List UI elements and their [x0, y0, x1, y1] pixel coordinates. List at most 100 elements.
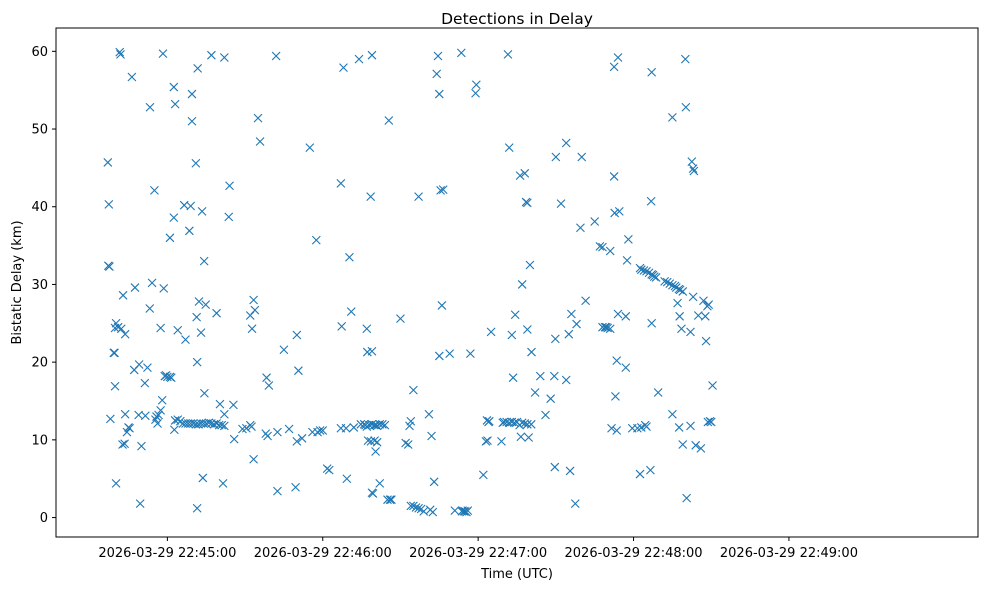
- data-point: [120, 439, 130, 449]
- data-point: [207, 50, 216, 60]
- data-point: [217, 420, 227, 430]
- data-point: [247, 422, 256, 432]
- data-point: [169, 425, 179, 435]
- data-point: [678, 287, 688, 296]
- data-point: [140, 411, 150, 421]
- data-point: [380, 420, 390, 430]
- data-point: [140, 378, 150, 388]
- y-tick-label: 60: [31, 45, 48, 60]
- data-point: [483, 436, 492, 446]
- data-point: [639, 266, 649, 275]
- data-point: [103, 158, 113, 167]
- x-tick-label: 2026-03-29 22:47:00: [409, 546, 547, 561]
- data-point: [197, 207, 207, 216]
- data-point: [647, 67, 657, 77]
- data-point: [414, 192, 423, 202]
- data-point: [484, 416, 494, 426]
- data-point: [345, 252, 354, 262]
- data-point: [116, 50, 125, 59]
- data-point: [700, 311, 710, 321]
- data-point: [158, 49, 168, 59]
- data-point: [570, 499, 580, 508]
- data-point: [682, 493, 692, 503]
- data-point: [363, 436, 373, 446]
- data-point: [609, 172, 619, 181]
- data-point: [432, 69, 442, 79]
- data-point: [297, 433, 307, 443]
- data-point: [324, 465, 334, 475]
- data-point: [611, 391, 620, 401]
- data-point: [621, 311, 631, 321]
- data-point: [150, 186, 159, 195]
- data-point: [173, 325, 183, 335]
- data-point: [215, 399, 225, 409]
- data-point: [184, 226, 194, 236]
- data-point: [687, 157, 697, 167]
- data-point: [613, 309, 623, 319]
- data-point: [156, 323, 166, 333]
- data-point: [450, 506, 460, 515]
- data-point: [445, 349, 455, 358]
- data-point: [704, 300, 714, 310]
- data-point: [229, 434, 239, 444]
- data-point: [507, 330, 517, 340]
- data-point: [291, 482, 300, 492]
- y-axis-title: Bistatic Delay (km): [10, 220, 25, 344]
- data-point: [196, 328, 206, 338]
- data-point: [680, 54, 690, 64]
- data-point: [503, 50, 513, 59]
- data-point: [120, 409, 130, 419]
- data-point: [675, 285, 685, 295]
- data-point: [339, 63, 348, 73]
- data-point: [122, 427, 132, 437]
- chart-title: Detections in Delay: [441, 10, 593, 28]
- data-point: [250, 305, 260, 315]
- data-point: [677, 324, 686, 334]
- data-point: [337, 322, 347, 331]
- data-point: [688, 164, 698, 174]
- data-point: [111, 478, 121, 488]
- data-point: [198, 473, 208, 483]
- data-point: [522, 198, 532, 208]
- data-point: [623, 234, 633, 244]
- data-point: [675, 311, 685, 321]
- data-point: [370, 436, 379, 446]
- data-point: [118, 290, 128, 300]
- data-point: [662, 277, 672, 287]
- y-axis: 0 10 20 30 40 50 60: [31, 45, 56, 526]
- data-point: [668, 409, 677, 419]
- data-point: [181, 335, 190, 345]
- data-point: [294, 366, 303, 376]
- data-point: [642, 266, 651, 276]
- data-point: [192, 312, 202, 322]
- data-point: [691, 440, 701, 450]
- data-point: [409, 501, 418, 511]
- data-point: [264, 381, 274, 390]
- data-point: [247, 324, 257, 334]
- data-point: [706, 417, 716, 427]
- data-point: [699, 296, 708, 306]
- data-point: [105, 414, 115, 424]
- data-point: [646, 196, 656, 206]
- data-point: [668, 112, 677, 122]
- data-point: [612, 426, 622, 435]
- data-point: [372, 437, 382, 447]
- data-point: [590, 217, 600, 226]
- data-point: [551, 152, 561, 162]
- data-point: [526, 419, 536, 429]
- data-point: [292, 437, 302, 446]
- data-point: [305, 143, 315, 153]
- data-point: [598, 242, 607, 252]
- data-point: [645, 465, 655, 475]
- data-point: [279, 345, 289, 355]
- data-point: [678, 440, 688, 449]
- data-point: [463, 506, 473, 515]
- data-point: [173, 415, 183, 425]
- data-point: [362, 324, 372, 334]
- data-point: [595, 241, 605, 251]
- data-point: [549, 371, 559, 381]
- data-point: [127, 72, 137, 82]
- data-point: [688, 292, 698, 302]
- data-point: [530, 388, 540, 397]
